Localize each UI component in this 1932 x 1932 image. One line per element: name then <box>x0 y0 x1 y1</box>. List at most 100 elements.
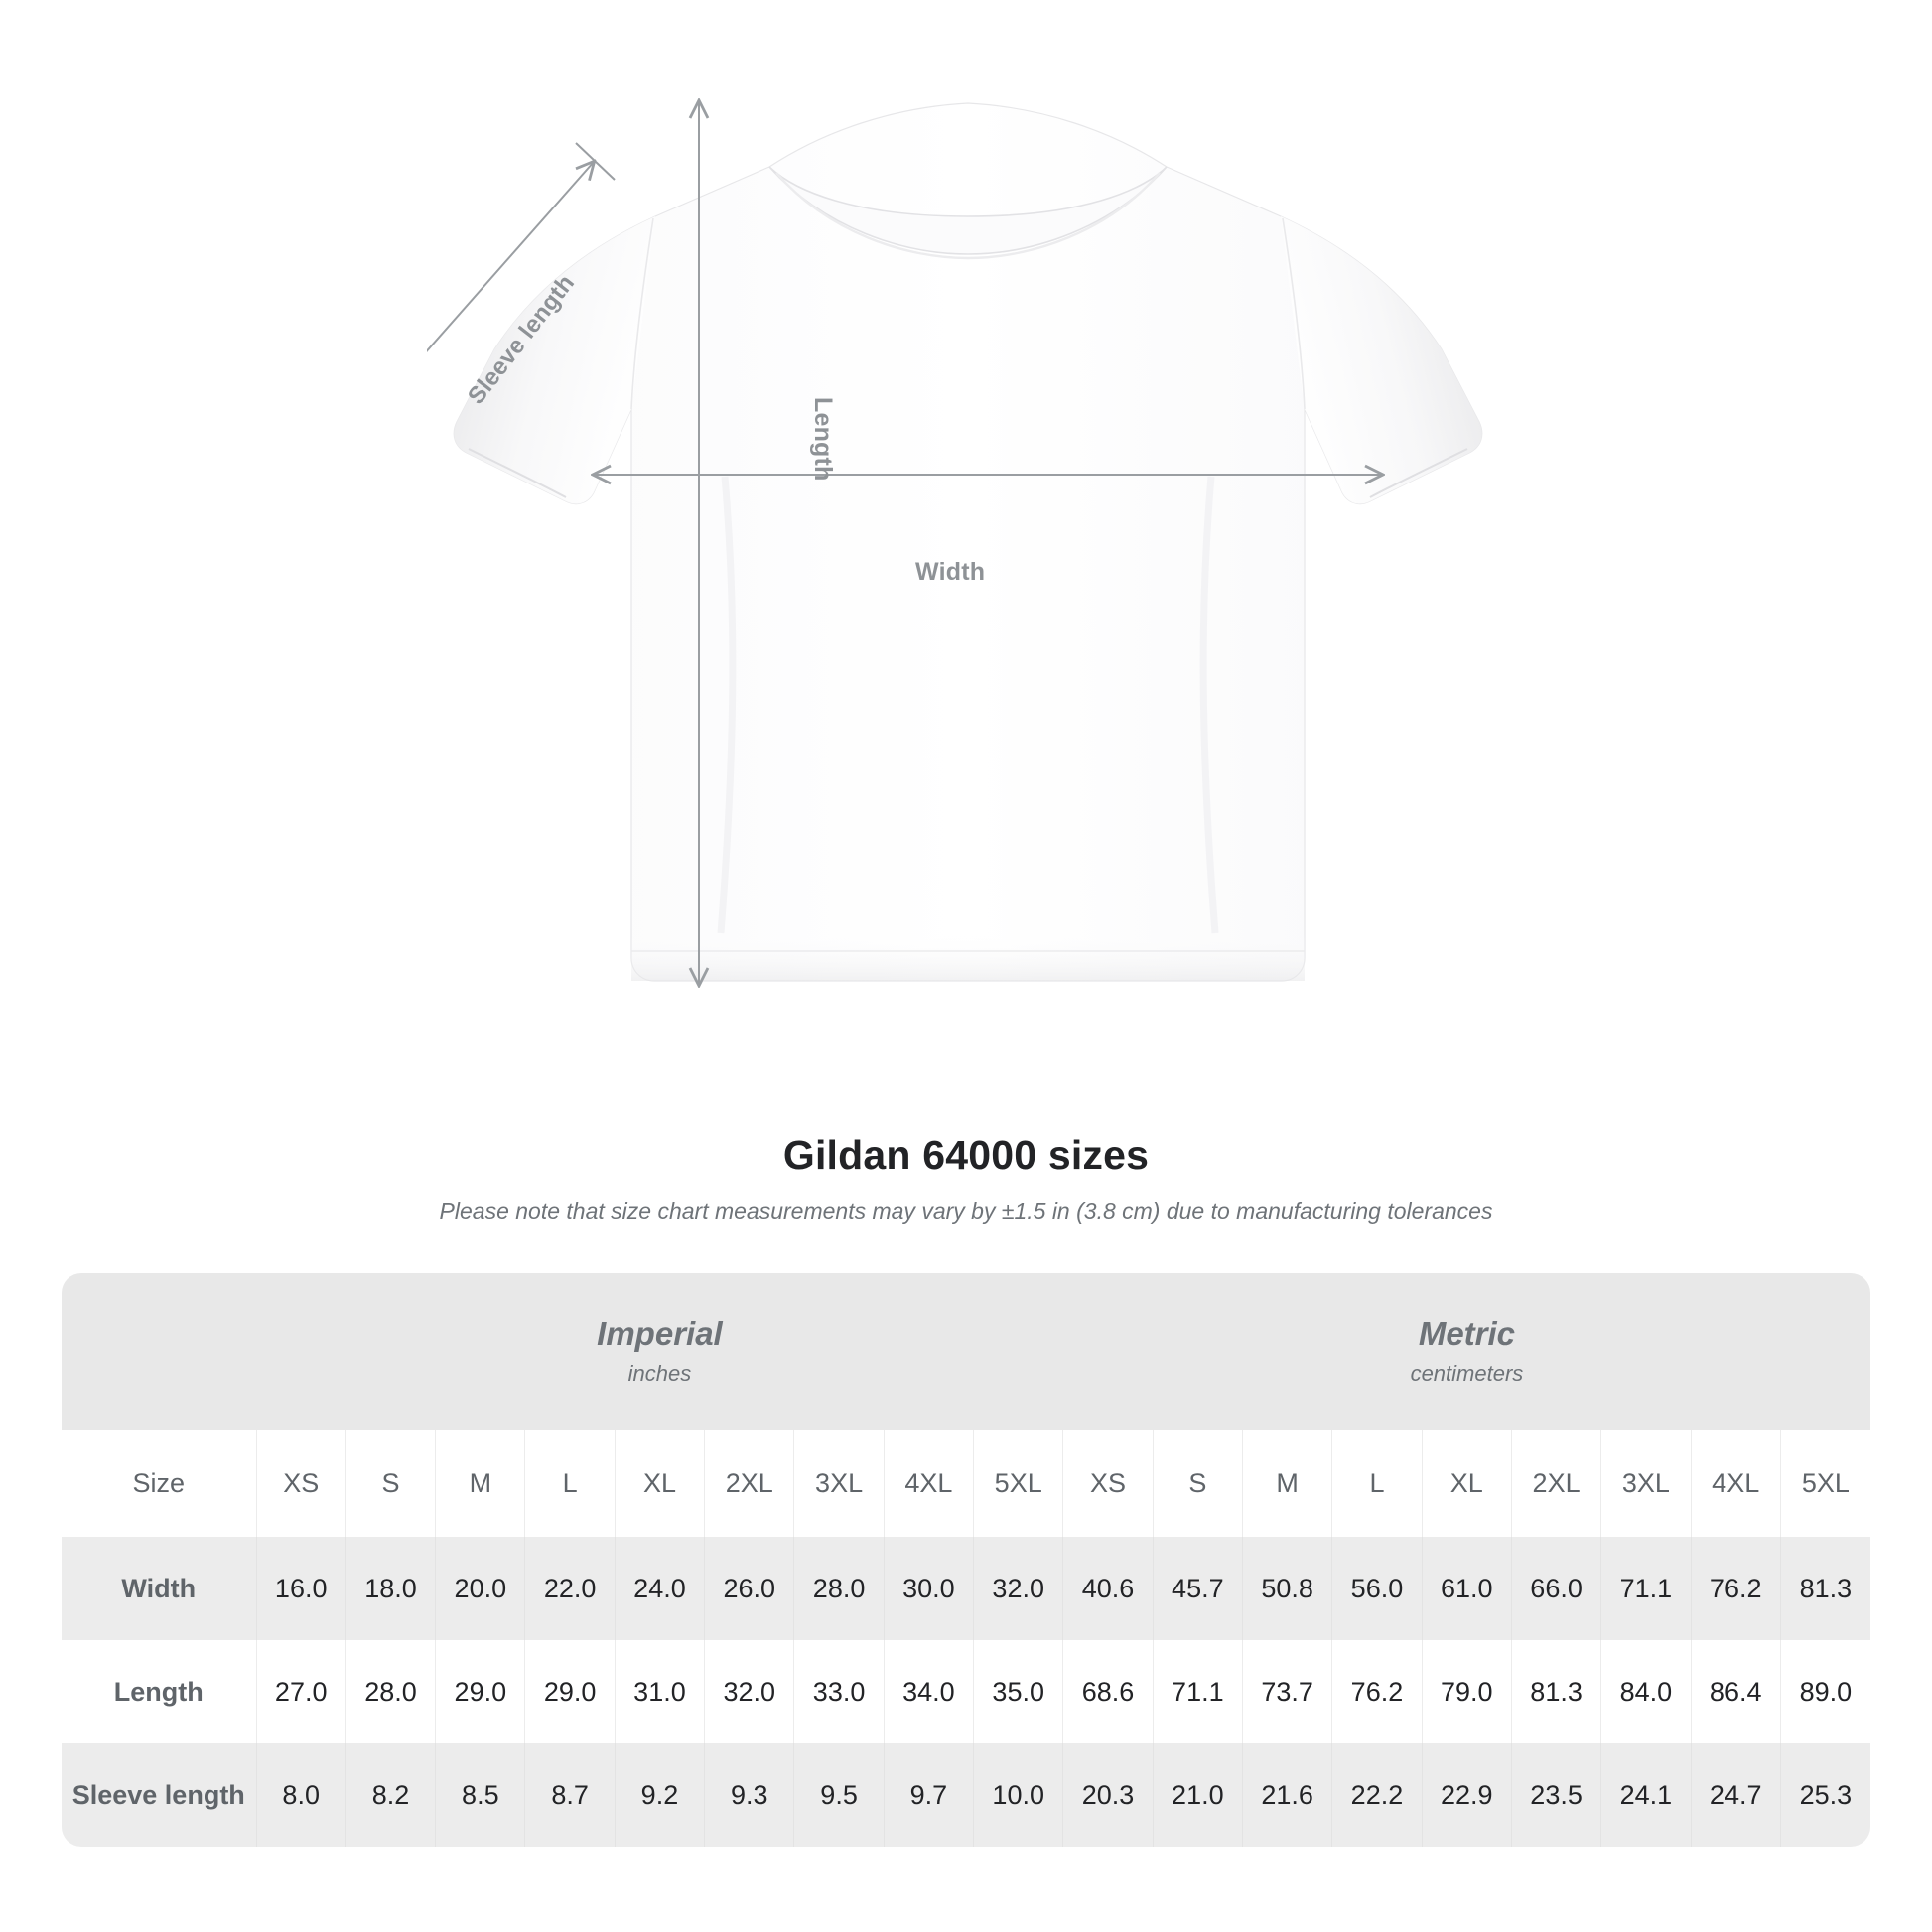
garment-diagram: Width Length Sleeve length <box>427 0 1509 1112</box>
cell-width-imperial-4xl: 30.0 <box>883 1537 974 1640</box>
cell-width-metric-s: 45.7 <box>1152 1537 1243 1640</box>
sleeve-cap-top <box>575 142 616 181</box>
cell-sleeve-imperial-3xl: 9.5 <box>793 1743 885 1847</box>
cell-sleeve-imperial-l: 8.7 <box>524 1743 616 1847</box>
cell-sleeve-metric-2xl: 23.5 <box>1510 1743 1601 1847</box>
table-row: Width 16.0 18.0 20.0 22.0 24.0 26.0 28.0… <box>62 1537 1870 1640</box>
size-col-metric-3xl: 3XL <box>1600 1430 1692 1537</box>
size-col-metric-m: M <box>1241 1430 1332 1537</box>
cell-sleeve-metric-l: 22.2 <box>1331 1743 1423 1847</box>
cell-sleeve-imperial-5xl: 10.0 <box>973 1743 1063 1847</box>
cell-width-imperial-m: 20.0 <box>435 1537 525 1640</box>
cell-length-metric-l: 76.2 <box>1331 1640 1423 1743</box>
size-chart-table: Imperial inches Metric centimeters Size … <box>62 1273 1870 1847</box>
cell-length-metric-xl: 79.0 <box>1421 1640 1512 1743</box>
cell-width-imperial-xl: 24.0 <box>614 1537 705 1640</box>
size-col-imperial-s: S <box>345 1430 436 1537</box>
cell-sleeve-imperial-s: 8.2 <box>345 1743 436 1847</box>
unit-header-row: Imperial inches Metric centimeters <box>62 1273 1870 1430</box>
size-col-metric-5xl: 5XL <box>1779 1430 1870 1537</box>
width-label: Width <box>915 558 986 586</box>
row-label-width: Width <box>62 1537 257 1640</box>
size-col-metric-xs: XS <box>1062 1430 1154 1537</box>
size-col-imperial-xs: XS <box>255 1430 346 1537</box>
cell-length-imperial-4xl: 34.0 <box>883 1640 974 1743</box>
cell-length-imperial-xs: 27.0 <box>255 1640 346 1743</box>
row-label-length: Length <box>62 1640 257 1743</box>
size-col-metric-s: S <box>1152 1430 1243 1537</box>
cell-sleeve-imperial-xs: 8.0 <box>255 1743 346 1847</box>
unit-header-metric: Metric centimeters <box>1062 1273 1870 1430</box>
cell-length-metric-2xl: 81.3 <box>1510 1640 1601 1743</box>
page-title: Gildan 64000 sizes <box>782 1132 1150 1177</box>
size-col-imperial-xl: XL <box>614 1430 705 1537</box>
cell-width-imperial-5xl: 32.0 <box>973 1537 1063 1640</box>
size-row-label: Size <box>62 1430 257 1537</box>
cell-sleeve-metric-xs: 20.3 <box>1062 1743 1154 1847</box>
size-col-metric-l: L <box>1331 1430 1423 1537</box>
cell-width-imperial-l: 22.0 <box>524 1537 616 1640</box>
row-label-sleeve-length: Sleeve length <box>62 1743 257 1847</box>
cell-length-metric-5xl: 89.0 <box>1779 1640 1870 1743</box>
title-block: Gildan 64000 sizes Please note that size… <box>0 1132 1932 1225</box>
dimension-lines <box>427 101 1382 985</box>
unit-sub-metric: centimeters <box>1410 1360 1524 1386</box>
tolerance-note: Please note that size chart measurements… <box>439 1198 1493 1224</box>
cell-width-metric-l: 56.0 <box>1331 1537 1423 1640</box>
cell-width-metric-xs: 40.6 <box>1062 1537 1154 1640</box>
size-col-metric-4xl: 4XL <box>1690 1430 1781 1537</box>
cell-width-imperial-3xl: 28.0 <box>793 1537 885 1640</box>
tshirt-illustration <box>427 60 1509 1062</box>
tshirt-svg <box>427 60 1483 1062</box>
cell-width-metric-xl: 61.0 <box>1421 1537 1512 1640</box>
cell-sleeve-metric-m: 21.6 <box>1241 1743 1332 1847</box>
unit-sub-imperial: inches <box>627 1360 692 1386</box>
cell-sleeve-metric-xl: 22.9 <box>1421 1743 1512 1847</box>
cell-sleeve-imperial-4xl: 9.7 <box>883 1743 974 1847</box>
cell-sleeve-metric-s: 21.0 <box>1152 1743 1243 1847</box>
size-col-imperial-2xl: 2XL <box>704 1430 794 1537</box>
sleeve-dimension-line <box>427 162 594 372</box>
tshirt-shape <box>453 102 1483 982</box>
cell-width-metric-m: 50.8 <box>1241 1537 1332 1640</box>
size-header-row: Size XS S M L XL 2XL 3XL 4XL 5XL XS S M … <box>62 1430 1870 1537</box>
cell-sleeve-imperial-m: 8.5 <box>435 1743 525 1847</box>
cell-sleeve-metric-3xl: 24.1 <box>1600 1743 1692 1847</box>
size-col-imperial-4xl: 4XL <box>883 1430 974 1537</box>
cell-width-imperial-s: 18.0 <box>345 1537 436 1640</box>
length-label: Length <box>809 397 837 482</box>
cell-length-metric-xs: 68.6 <box>1062 1640 1154 1743</box>
size-chart-table-wrapper: Imperial inches Metric centimeters Size … <box>62 1273 1870 1847</box>
cell-length-metric-4xl: 86.4 <box>1690 1640 1781 1743</box>
cell-width-metric-3xl: 71.1 <box>1600 1537 1692 1640</box>
unit-header-spacer <box>62 1273 257 1430</box>
table-row: Length 27.0 28.0 29.0 29.0 31.0 32.0 33.… <box>62 1640 1870 1743</box>
cell-length-imperial-5xl: 35.0 <box>973 1640 1063 1743</box>
size-col-metric-2xl: 2XL <box>1510 1430 1601 1537</box>
cell-width-imperial-2xl: 26.0 <box>704 1537 794 1640</box>
cell-sleeve-imperial-xl: 9.2 <box>614 1743 705 1847</box>
cell-width-imperial-xs: 16.0 <box>255 1537 346 1640</box>
cell-width-metric-2xl: 66.0 <box>1510 1537 1601 1640</box>
cell-sleeve-metric-4xl: 24.7 <box>1690 1743 1781 1847</box>
cell-length-imperial-3xl: 33.0 <box>793 1640 885 1743</box>
cell-length-imperial-xl: 31.0 <box>614 1640 705 1743</box>
cell-length-imperial-s: 28.0 <box>345 1640 436 1743</box>
table-row: Sleeve length 8.0 8.2 8.5 8.7 9.2 9.3 9.… <box>62 1743 1870 1847</box>
cell-sleeve-metric-5xl: 25.3 <box>1779 1743 1870 1847</box>
unit-header-imperial: Imperial inches <box>256 1273 1063 1430</box>
cell-length-metric-m: 73.7 <box>1241 1640 1332 1743</box>
cell-width-metric-5xl: 81.3 <box>1779 1537 1870 1640</box>
cell-length-imperial-m: 29.0 <box>435 1640 525 1743</box>
cell-length-imperial-l: 29.0 <box>524 1640 616 1743</box>
size-col-imperial-l: L <box>524 1430 616 1537</box>
size-col-imperial-m: M <box>435 1430 525 1537</box>
size-col-imperial-5xl: 5XL <box>973 1430 1063 1537</box>
size-col-metric-xl: XL <box>1421 1430 1512 1537</box>
size-col-imperial-3xl: 3XL <box>793 1430 885 1537</box>
cell-width-metric-4xl: 76.2 <box>1690 1537 1781 1640</box>
cell-length-imperial-2xl: 32.0 <box>704 1640 794 1743</box>
cell-sleeve-imperial-2xl: 9.3 <box>704 1743 794 1847</box>
cell-length-metric-3xl: 84.0 <box>1600 1640 1692 1743</box>
